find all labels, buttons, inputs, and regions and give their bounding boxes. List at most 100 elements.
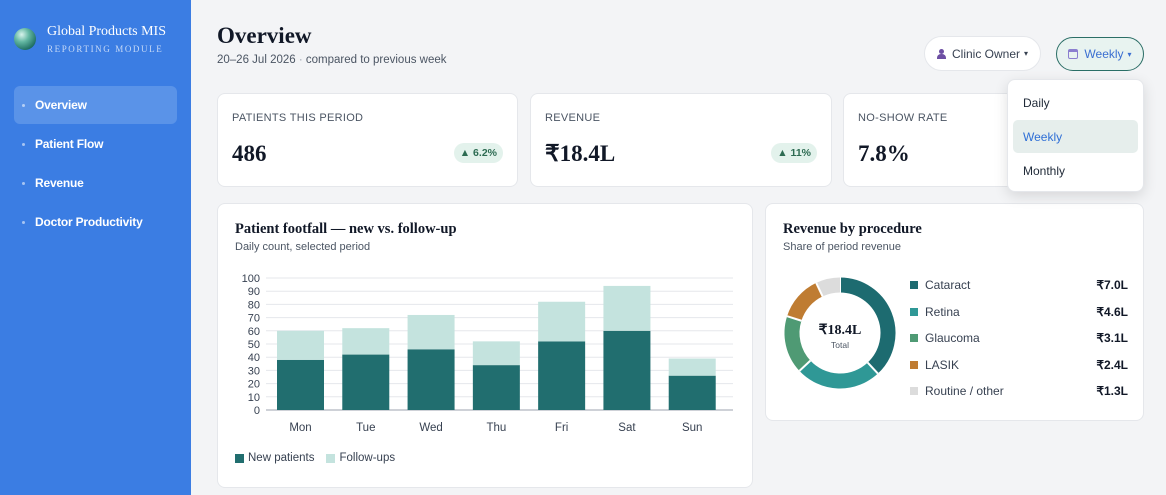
delta-badge: ▲ 6.2% [453,143,503,163]
kpi-value: 7.8% [858,141,910,166]
bar-new-patients [407,349,455,410]
period-select-button[interactable]: Weekly ▾ [1056,37,1144,71]
donut-slice [787,282,823,322]
page-title: Overview [217,23,312,48]
kpi-label: REVENUE [545,112,601,124]
separator: · [295,54,306,66]
legend-value: ₹2.4L [1096,357,1128,372]
bar-follow-ups [472,341,520,366]
kpi-label: NO-SHOW RATE [858,112,948,124]
chart-legend: New patients Follow-ups [235,452,407,464]
bar-follow-ups [342,328,390,355]
role-select-button[interactable]: Clinic Owner ▾ [924,36,1041,71]
person-icon [936,48,946,59]
legend-label: New patients [248,452,315,464]
period-label: Weekly [1084,47,1124,61]
legend-value: ₹4.6L [1096,304,1128,319]
donut-center-label: Total [831,340,849,350]
bar-new-patients [603,330,651,410]
donut-center-value: ₹18.4L [819,323,862,338]
slice-divider [866,361,879,375]
donut-slice [839,277,896,374]
bar-follow-ups [603,285,651,331]
brand: Global Products MIS REPORTING MODULE [14,24,166,54]
page-subtitle: 20–26 Jul 2026 · compared to previous we… [217,54,447,66]
period-dropdown-menu: Daily Weekly Monthly [1007,79,1144,192]
donut-legend-row: Glaucoma ₹3.1L [910,325,1128,352]
bar-new-patients [668,375,716,410]
sidebar-item-label: Patient Flow [35,137,104,151]
period-option-daily[interactable]: Daily [1023,95,1050,110]
footfall-panel: Patient footfall — new vs. follow-up Dai… [217,203,753,488]
date-range: 20–26 Jul 2026 [217,54,296,66]
bar-new-patients [277,359,324,410]
x-tick-label: Wed [419,422,442,434]
kpi-label: PATIENTS THIS PERIOD [232,112,364,124]
y-tick-label: 30 [248,365,260,377]
bar-follow-ups [407,314,455,350]
legend-swatch [235,453,244,463]
kpi-card-revenue: REVENUE ₹18.4L ▲ 11% [530,93,832,187]
y-tick-label: 50 [248,339,260,351]
slice-divider [798,359,812,372]
donut-legend-row: Cataract ₹7.0L [910,272,1128,299]
legend-item-new: New patients [235,452,314,464]
delta-badge: ▲ 11% [771,143,817,163]
legend-label: LASIK [925,357,960,372]
y-tick-label: 40 [248,352,260,364]
comparison-text: compared to previous week [305,54,447,66]
sidebar-item-revenue[interactable]: Revenue [14,164,177,202]
donut-slice [799,360,878,389]
legend-swatch [910,281,918,290]
bar-new-patients [538,341,586,410]
panel-title: Revenue by procedure [783,221,922,237]
chevron-down-icon: ▾ [1127,49,1132,59]
panel-subtitle: Daily count, selected period [235,241,371,253]
bar-follow-ups [538,301,586,342]
bullet-icon [22,142,25,146]
sidebar-item-doctor-productivity[interactable]: Doctor Productivity [14,203,177,241]
bar-new-patients [342,354,390,410]
x-tick-label: Sat [618,422,636,434]
legend-swatch [910,387,918,396]
donut-legend-row: Routine / other ₹1.3L [910,378,1128,405]
legend-label: Cataract [925,278,971,293]
legend-value: ₹1.3L [1096,384,1128,399]
slice-divider [815,282,824,297]
bar-new-patients [472,365,520,410]
x-tick-label: Tue [356,422,375,434]
legend-label: Follow-ups [339,452,396,464]
brand-subtitle: REPORTING MODULE [47,44,164,54]
y-tick-label: 100 [242,273,260,285]
legend-value: ₹7.0L [1096,278,1128,293]
y-tick-label: 80 [248,299,260,311]
period-option-weekly[interactable]: Weekly [1013,120,1138,153]
legend-value: ₹3.1L [1096,331,1128,346]
kpi-value: ₹18.4L [545,141,616,166]
x-tick-label: Thu [486,422,506,434]
y-tick-label: 10 [248,392,260,404]
slice-divider [786,315,802,322]
role-label: Clinic Owner [951,46,1020,61]
donut-slice [784,316,811,371]
legend-swatch [910,334,918,343]
legend-swatch [910,307,918,316]
sidebar-item-label: Doctor Productivity [35,215,143,229]
panel-title: Patient footfall — new vs. follow-up [235,221,457,237]
kpi-value: 486 [232,141,267,166]
sidebar-nav: Overview Patient Flow Revenue Doctor Pro… [14,86,177,242]
y-tick-label: 90 [248,286,260,298]
sidebar-item-patient-flow[interactable]: Patient Flow [14,125,177,163]
legend-swatch [910,360,918,369]
period-option-monthly[interactable]: Monthly [1023,163,1066,178]
brand-logo-icon [14,28,36,50]
legend-label: Retina [925,304,960,319]
calendar-icon [1068,49,1079,59]
sidebar-item-overview[interactable]: Overview [14,86,177,124]
bar-follow-ups [668,358,716,376]
sidebar-item-label: Revenue [35,176,84,190]
donut-legend-row: Retina ₹4.6L [910,299,1128,326]
x-tick-label: Fri [555,422,568,434]
revenue-donut-chart: ₹18.4L Total [784,277,896,389]
